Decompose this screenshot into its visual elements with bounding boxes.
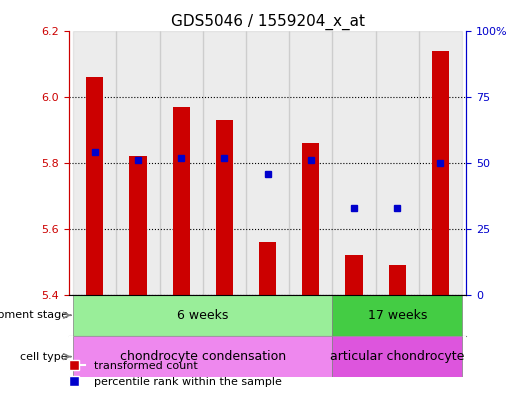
Title: GDS5046 / 1559204_x_at: GDS5046 / 1559204_x_at <box>171 14 365 30</box>
Text: articular chondrocyte: articular chondrocyte <box>330 350 464 363</box>
Text: development stage: development stage <box>0 310 68 320</box>
Bar <box>246 31 289 295</box>
Bar <box>432 51 449 295</box>
FancyBboxPatch shape <box>73 336 332 377</box>
FancyBboxPatch shape <box>73 295 332 336</box>
Bar <box>86 77 103 295</box>
Bar <box>203 31 246 295</box>
Bar <box>160 31 203 295</box>
FancyBboxPatch shape <box>332 295 462 336</box>
Bar <box>302 143 320 295</box>
Text: 6 weeks: 6 weeks <box>177 309 228 322</box>
Bar <box>376 31 419 295</box>
Text: cell type: cell type <box>21 352 68 362</box>
Legend: transformed count, percentile rank within the sample: transformed count, percentile rank withi… <box>58 357 286 391</box>
Bar <box>117 31 160 295</box>
Bar <box>129 156 147 295</box>
Bar <box>216 120 233 295</box>
Bar <box>289 31 332 295</box>
Bar <box>332 31 376 295</box>
Bar <box>346 255 363 295</box>
Bar <box>173 107 190 295</box>
Bar <box>388 265 406 295</box>
Bar <box>73 31 117 295</box>
Bar <box>419 31 462 295</box>
FancyBboxPatch shape <box>332 336 462 377</box>
Text: chondrocyte condensation: chondrocyte condensation <box>120 350 286 363</box>
Bar <box>259 242 276 295</box>
Text: 17 weeks: 17 weeks <box>368 309 427 322</box>
